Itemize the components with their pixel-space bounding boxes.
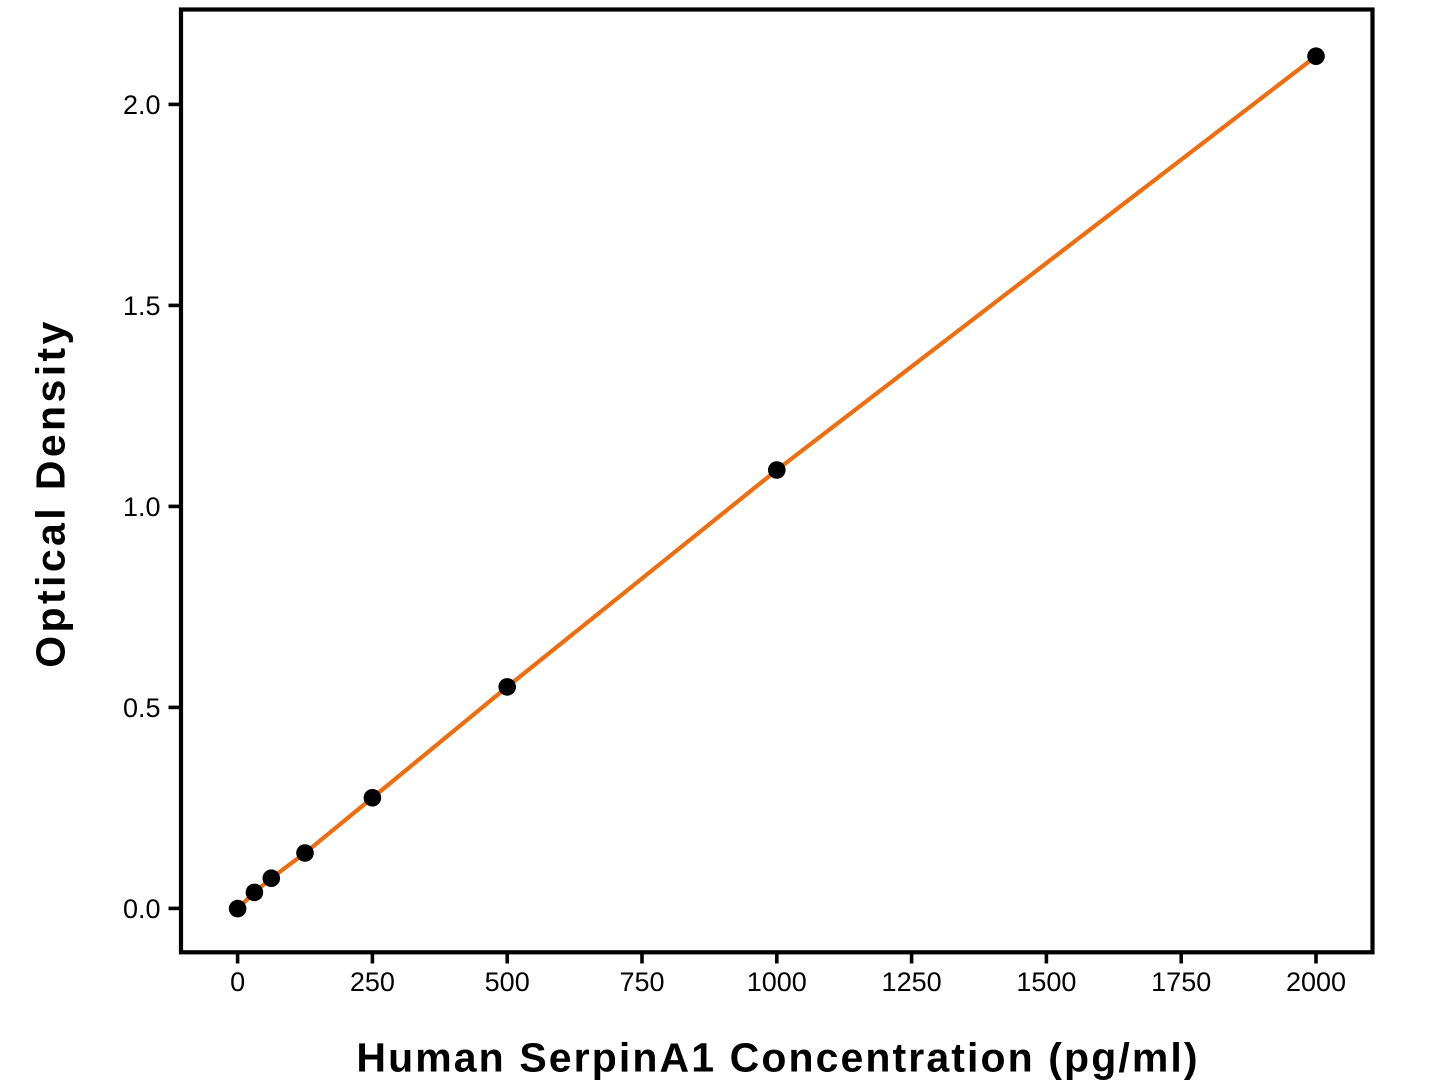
svg-text:1000: 1000 <box>747 967 807 997</box>
svg-text:1250: 1250 <box>882 967 942 997</box>
svg-text:2000: 2000 <box>1286 967 1346 997</box>
svg-text:Human SerpinA1 Concentration (: Human SerpinA1 Concentration (pg/ml) <box>356 1035 1199 1081</box>
svg-text:750: 750 <box>619 967 664 997</box>
svg-text:500: 500 <box>485 967 530 997</box>
svg-text:0.5: 0.5 <box>123 693 161 723</box>
svg-text:1750: 1750 <box>1151 967 1211 997</box>
svg-text:1.0: 1.0 <box>123 492 161 522</box>
svg-text:1.5: 1.5 <box>123 291 161 321</box>
svg-text:0: 0 <box>230 967 245 997</box>
svg-text:1500: 1500 <box>1016 967 1076 997</box>
svg-text:250: 250 <box>350 967 395 997</box>
svg-text:0.0: 0.0 <box>123 894 161 924</box>
svg-text:2.0: 2.0 <box>123 90 161 120</box>
svg-text:Optical Density: Optical Density <box>28 318 74 667</box>
